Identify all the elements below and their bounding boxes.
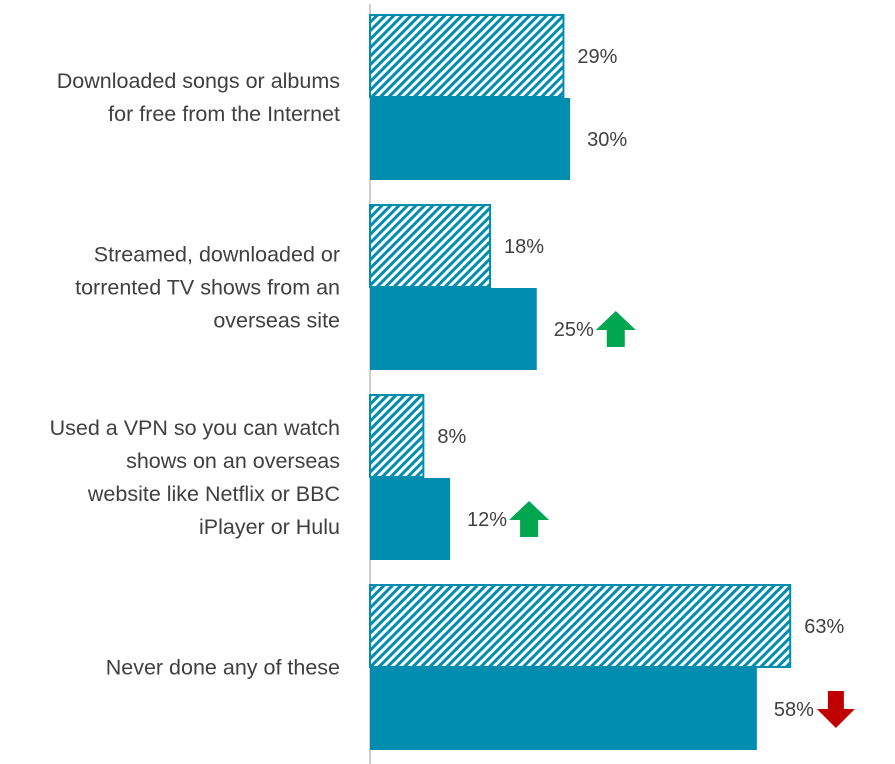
bar-solid bbox=[370, 98, 571, 180]
bar-hatched bbox=[369, 14, 565, 98]
data-label: 8% bbox=[437, 426, 466, 448]
labels-layer: Downloaded songs or albums for free from … bbox=[50, 46, 855, 728]
data-label: 63% bbox=[804, 616, 844, 638]
category-label: Never done any of these bbox=[106, 656, 340, 680]
category-label: website like Netflix or BBC bbox=[87, 482, 340, 506]
category-label: overseas site bbox=[213, 309, 340, 333]
bar-hatched bbox=[369, 204, 492, 288]
arrow-up-icon bbox=[595, 311, 636, 347]
data-label: 30% bbox=[587, 129, 627, 151]
data-label: 58% bbox=[774, 699, 814, 721]
category-label: Streamed, downloaded or bbox=[94, 243, 340, 267]
category-label: shows on an overseas bbox=[126, 449, 340, 473]
data-label: 12% bbox=[467, 509, 507, 531]
bar-solid bbox=[370, 478, 451, 560]
bar-hatched bbox=[369, 394, 425, 478]
arrow-up-icon bbox=[509, 501, 550, 537]
bar-hatched bbox=[369, 584, 792, 668]
data-label: 18% bbox=[504, 236, 544, 258]
category-label: Used a VPN so you can watch bbox=[50, 416, 340, 440]
category-label: torrented TV shows from an bbox=[75, 276, 340, 300]
bars-layer bbox=[369, 14, 792, 750]
category-label: for free from the Internet bbox=[108, 102, 340, 126]
bar-solid bbox=[370, 668, 757, 750]
data-label: 25% bbox=[554, 319, 594, 341]
bar-solid bbox=[370, 288, 537, 370]
category-label: Downloaded songs or albums bbox=[57, 69, 340, 93]
data-label: 29% bbox=[577, 46, 617, 68]
arrow-down-icon bbox=[816, 691, 855, 728]
category-label: iPlayer or Hulu bbox=[199, 515, 340, 539]
